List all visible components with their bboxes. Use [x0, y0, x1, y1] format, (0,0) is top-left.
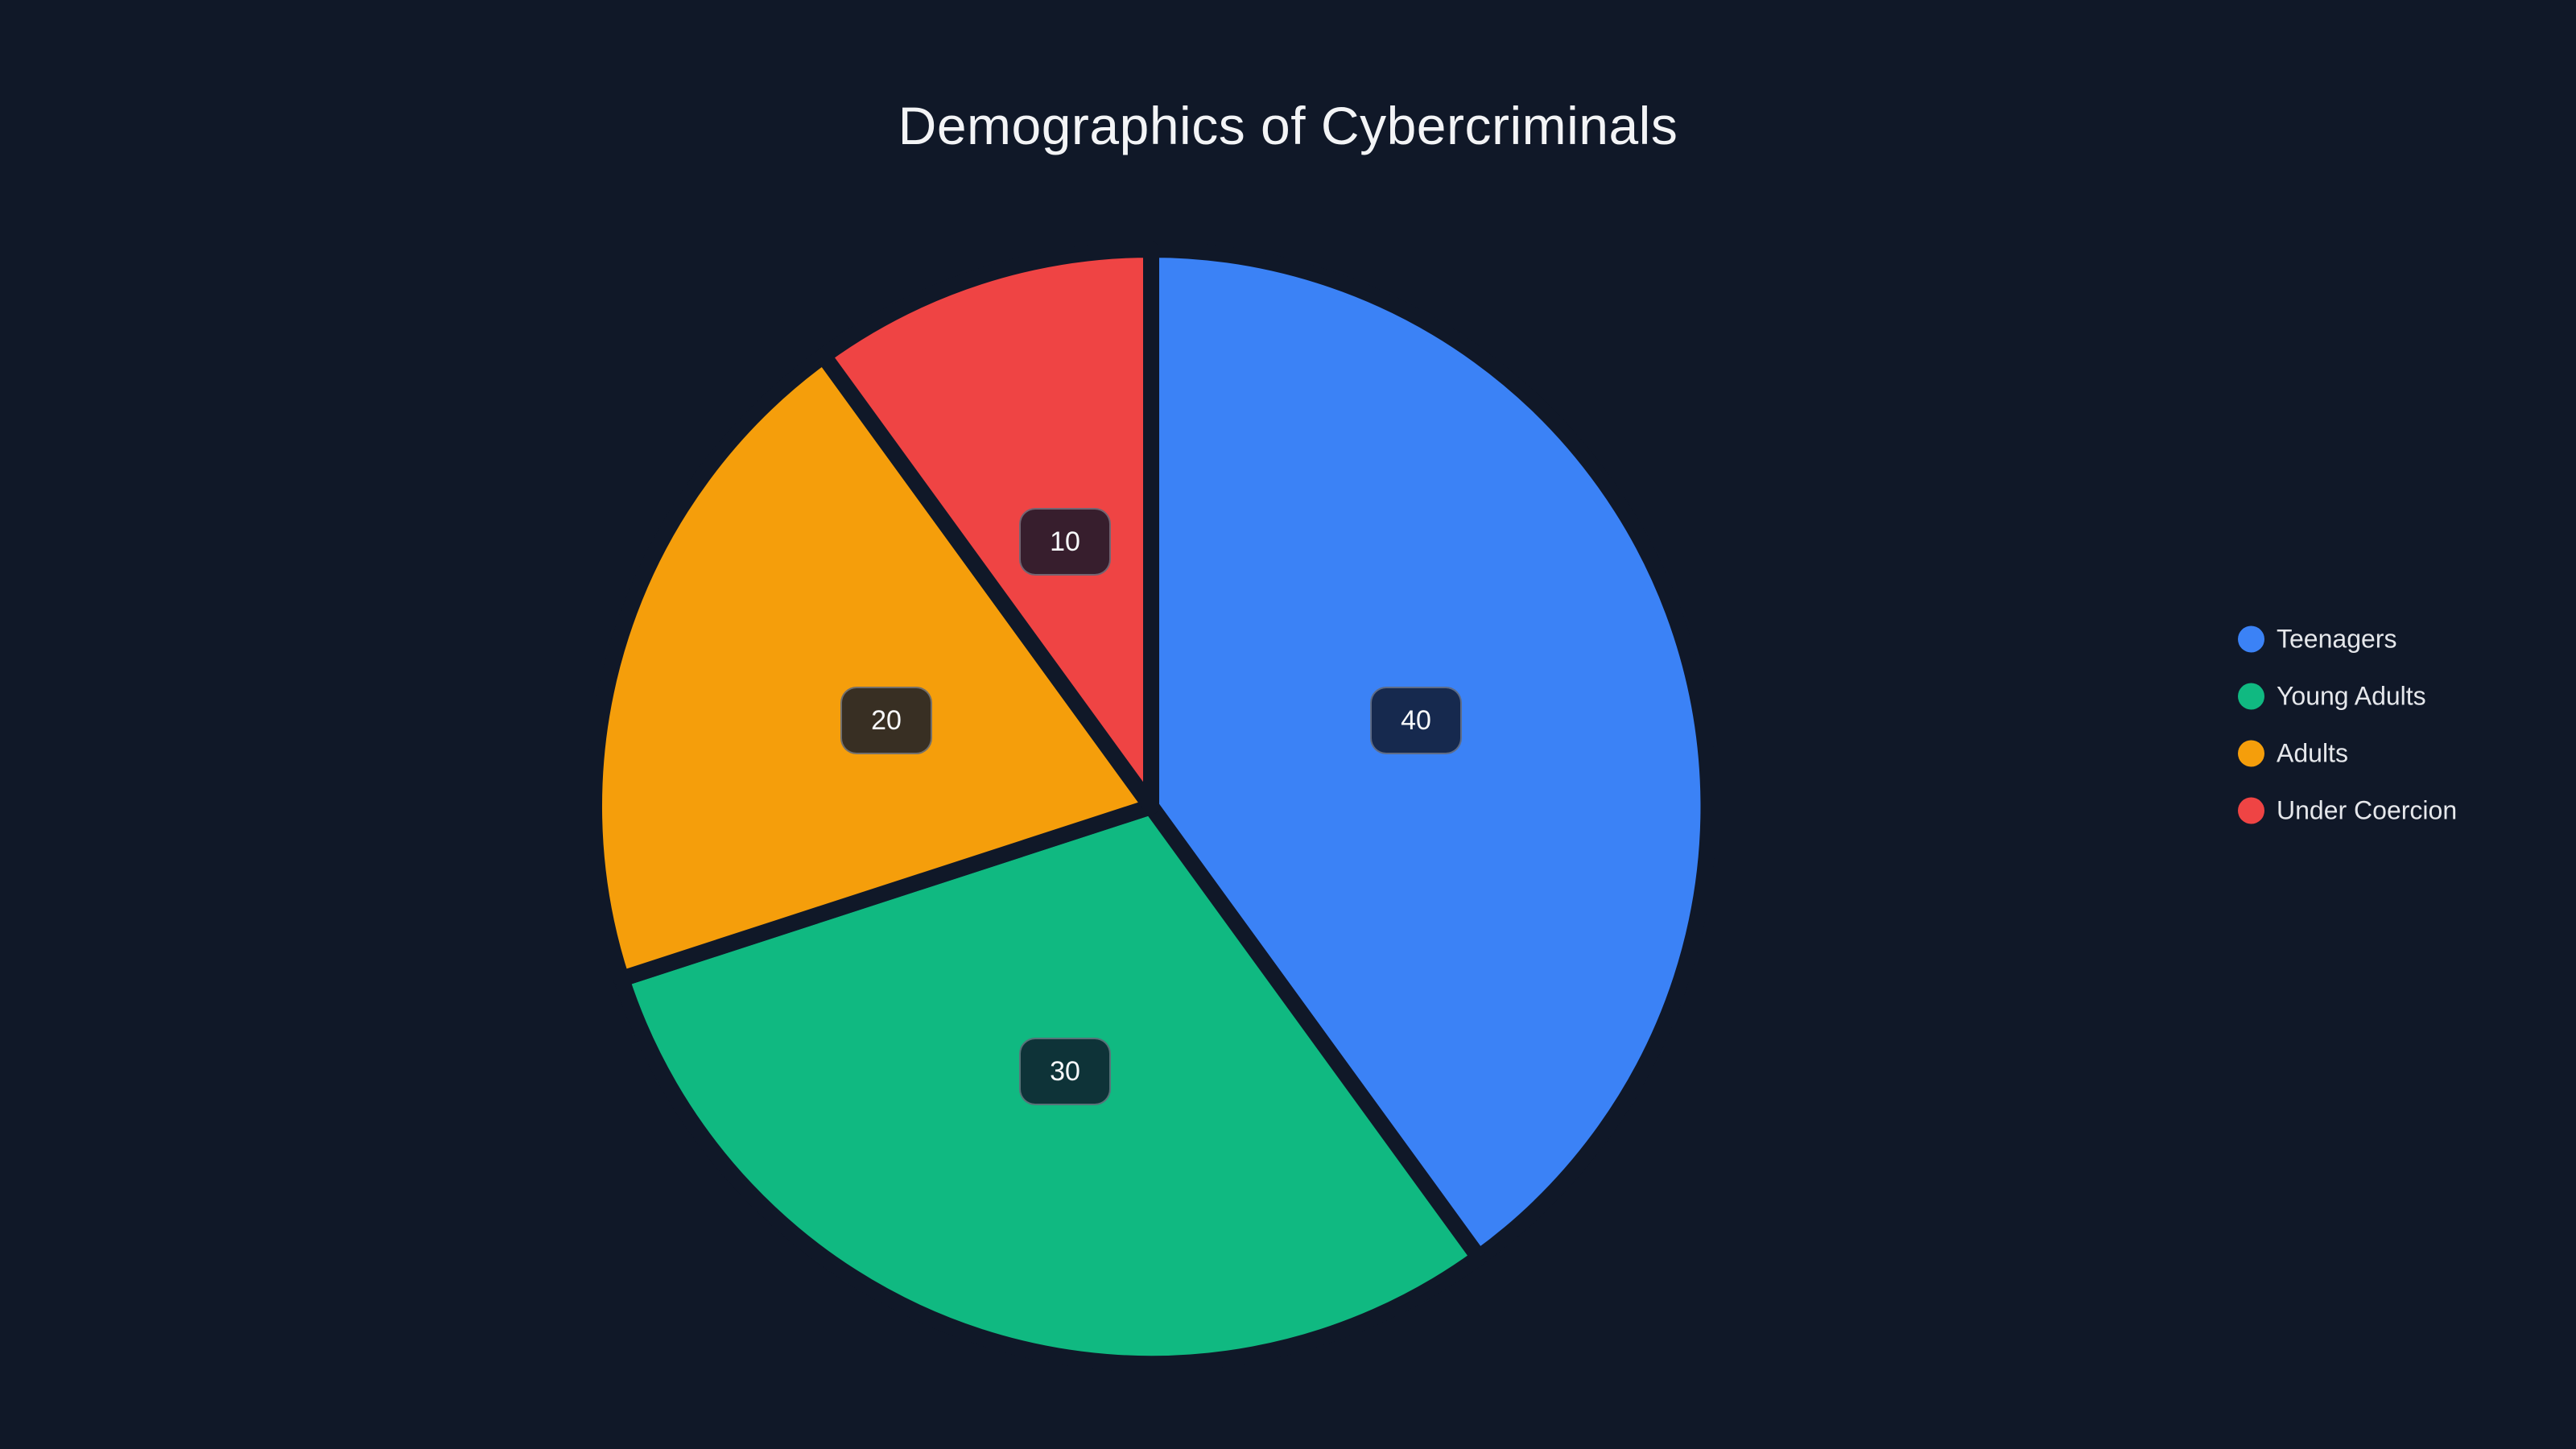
legend-label-young-adults: Young Adults [2277, 681, 2426, 710]
legend-item-young-adults[interactable]: Young Adults [2238, 681, 2457, 712]
legend-label-adults: Adults [2277, 738, 2348, 767]
data-label-under-coercion: 10 [1019, 508, 1111, 576]
legend-swatch-teenagers-icon [2238, 625, 2264, 652]
data-label-young-adults: 30 [1019, 1038, 1111, 1105]
legend-swatch-adults-icon [2238, 740, 2264, 766]
legend: Teenagers Young Adults Adults Under Coer… [2238, 624, 2457, 826]
legend-item-teenagers[interactable]: Teenagers [2238, 624, 2457, 654]
pie-slice-under-coercion[interactable] [815, 241, 1159, 815]
legend-label-under-coercion: Under Coercion [2277, 795, 2458, 824]
legend-swatch-under-coercion-icon [2238, 797, 2264, 824]
data-label-adults: 20 [840, 687, 932, 754]
legend-label-teenagers: Teenagers [2277, 624, 2397, 653]
legend-item-under-coercion[interactable]: Under Coercion [2238, 795, 2457, 826]
legend-item-adults[interactable]: Adults [2238, 738, 2457, 769]
chart-title: Demographics of Cybercriminals [898, 96, 1678, 155]
pie-slice-adults[interactable] [585, 348, 1159, 987]
legend-swatch-young-adults-icon [2238, 683, 2264, 709]
data-label-teenagers: 40 [1370, 687, 1462, 754]
